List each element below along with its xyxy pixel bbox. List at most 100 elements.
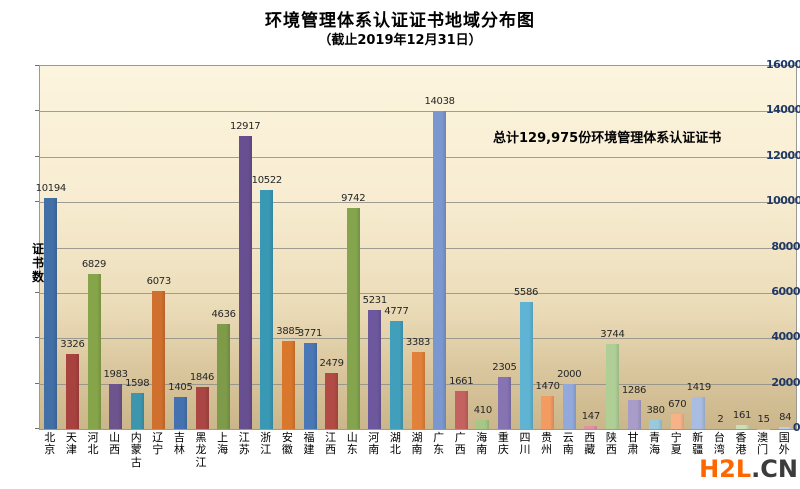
- x-tick-label-甘肃: 甘肃: [622, 431, 644, 457]
- y-tick-label: 10000: [766, 194, 800, 208]
- x-tick-label-text: 贵州: [541, 431, 553, 457]
- bar-value-label: 9742: [341, 192, 366, 204]
- x-tick-label-text: 广东: [433, 431, 445, 457]
- bar-value-label: 15: [757, 413, 770, 425]
- bar-吉林: [173, 397, 187, 429]
- x-tick-label-text: 福建: [303, 431, 315, 457]
- y-tick-mark: [35, 155, 39, 157]
- x-tick-label-text: 香港: [735, 431, 747, 457]
- bar-新疆: [692, 396, 706, 429]
- bar-河南: [368, 310, 382, 429]
- bar-宁夏: [670, 413, 684, 429]
- bar-内蒙古: [130, 392, 144, 429]
- total-annotation: 总计129,975份环境管理体系认证证书: [493, 131, 722, 146]
- x-tick-label-text: 江西: [325, 431, 337, 457]
- x-tick-label-广西: 广西: [449, 431, 471, 457]
- y-tick-mark: [35, 382, 39, 384]
- bar-value-label: 1598: [125, 377, 150, 389]
- bar-海南: [476, 419, 490, 429]
- bar-value-label: 3885: [276, 325, 301, 337]
- bar-value-label: 6829: [81, 259, 107, 271]
- y-tick-label: 0: [792, 421, 800, 434]
- x-tick-label-吉林: 吉林: [169, 431, 191, 457]
- bar-value-label: 3771: [297, 328, 323, 340]
- watermark-logo: H2L.CN: [699, 455, 798, 483]
- bar-贵州: [541, 395, 555, 429]
- bar-value-label: 2479: [319, 357, 344, 369]
- x-tick-label-江西: 江西: [320, 431, 342, 457]
- bar-value-label: 3744: [600, 329, 625, 341]
- x-tick-label-辽宁: 辽宁: [147, 431, 169, 457]
- x-tick-label-text: 安徽: [281, 431, 293, 457]
- x-tick-label-安徽: 安徽: [277, 431, 299, 457]
- x-tick-label-贵州: 贵州: [536, 431, 558, 457]
- y-tick-label: 6000: [771, 284, 800, 298]
- bar-国外: [778, 427, 792, 429]
- bar-西藏: [584, 425, 598, 429]
- gridline: [40, 202, 796, 204]
- gridline: [40, 156, 796, 158]
- x-tick-label-青海: 青海: [644, 431, 666, 457]
- x-tick-label-text: 北京: [44, 431, 56, 457]
- x-tick-label-云南: 云南: [557, 431, 579, 457]
- bar-value-label: 6073: [146, 276, 172, 288]
- x-tick-label-陕西: 陕西: [601, 431, 623, 457]
- y-tick-mark: [35, 201, 39, 203]
- bar-福建: [303, 343, 317, 429]
- x-tick-label-text: 吉林: [173, 431, 185, 457]
- bar-value-label: 1470: [535, 380, 560, 392]
- bar-value-label: 10522: [251, 175, 283, 187]
- x-tick-label-text: 重庆: [497, 431, 509, 457]
- x-tick-label-text: 山西: [109, 431, 121, 457]
- bar-value-label: 4777: [384, 305, 409, 317]
- gridline: [40, 338, 796, 340]
- x-axis: 北京 天津 河北 山西 内蒙古 辽宁 吉林 黑龙江 上海 江苏 浙江 安徽 福建 江西 山东 河南 湖北 湖南 广东…: [39, 431, 795, 482]
- x-tick-label-text: 陕西: [605, 431, 617, 457]
- y-tick-mark: [35, 291, 39, 293]
- bar-value-label: 1419: [686, 381, 712, 393]
- bar-value-label: 2305: [492, 361, 517, 373]
- x-tick-label-海南: 海南: [471, 431, 493, 457]
- bar-value-label: 2000: [557, 368, 582, 380]
- chart-title: 环境管理体系认证证书地域分布图: [265, 11, 535, 31]
- bar-value-label: 1983: [103, 369, 128, 380]
- x-tick-label-text: 内蒙古: [130, 431, 142, 469]
- x-tick-label-四川: 四川: [514, 431, 536, 457]
- bar-重庆: [497, 376, 511, 429]
- x-tick-label-text: 国外: [778, 431, 790, 457]
- x-tick-label-text: 宁夏: [670, 431, 682, 457]
- bar-陕西: [605, 344, 619, 429]
- x-tick-label-text: 江苏: [238, 431, 250, 457]
- x-tick-label-山东: 山东: [341, 431, 363, 457]
- x-tick-label-text: 台湾: [713, 431, 725, 457]
- bar-四川: [519, 302, 533, 429]
- x-tick-label-黑龙江: 黑龙江: [190, 431, 212, 470]
- x-tick-label-text: 上海: [217, 431, 229, 457]
- x-tick-label-text: 西藏: [584, 431, 596, 457]
- x-tick-label-河南: 河南: [363, 431, 385, 457]
- x-tick-label-text: 湖北: [389, 431, 401, 457]
- bar-安徽: [281, 340, 295, 429]
- x-tick-label-国外: 国外: [773, 431, 795, 457]
- x-tick-label-text: 河南: [368, 431, 380, 457]
- bar-value-label: 1286: [621, 384, 647, 396]
- bar-香港: [735, 425, 749, 429]
- x-tick-label-宁夏: 宁夏: [665, 431, 687, 457]
- x-tick-label-text: 广西: [454, 431, 466, 457]
- y-tick-mark: [35, 110, 39, 112]
- bar-value-label: 4636: [211, 308, 236, 320]
- bar-value-label: 670: [668, 398, 687, 410]
- x-tick-label-台湾: 台湾: [709, 431, 731, 457]
- x-tick-label-西藏: 西藏: [579, 431, 601, 457]
- y-tick-label: 14000: [766, 103, 800, 117]
- x-tick-label-text: 山东: [346, 431, 358, 457]
- bar-湖北: [389, 320, 403, 429]
- bar-河北: [87, 274, 101, 429]
- chart-subtitle: （截止2019年12月31日）: [318, 33, 482, 48]
- bar-value-label: 147: [581, 410, 600, 422]
- x-tick-label-澳门: 澳门: [752, 431, 774, 457]
- bar-value-label: 161: [732, 410, 752, 422]
- x-tick-label-江苏: 江苏: [233, 431, 255, 457]
- bar-value-label: 84: [779, 412, 792, 424]
